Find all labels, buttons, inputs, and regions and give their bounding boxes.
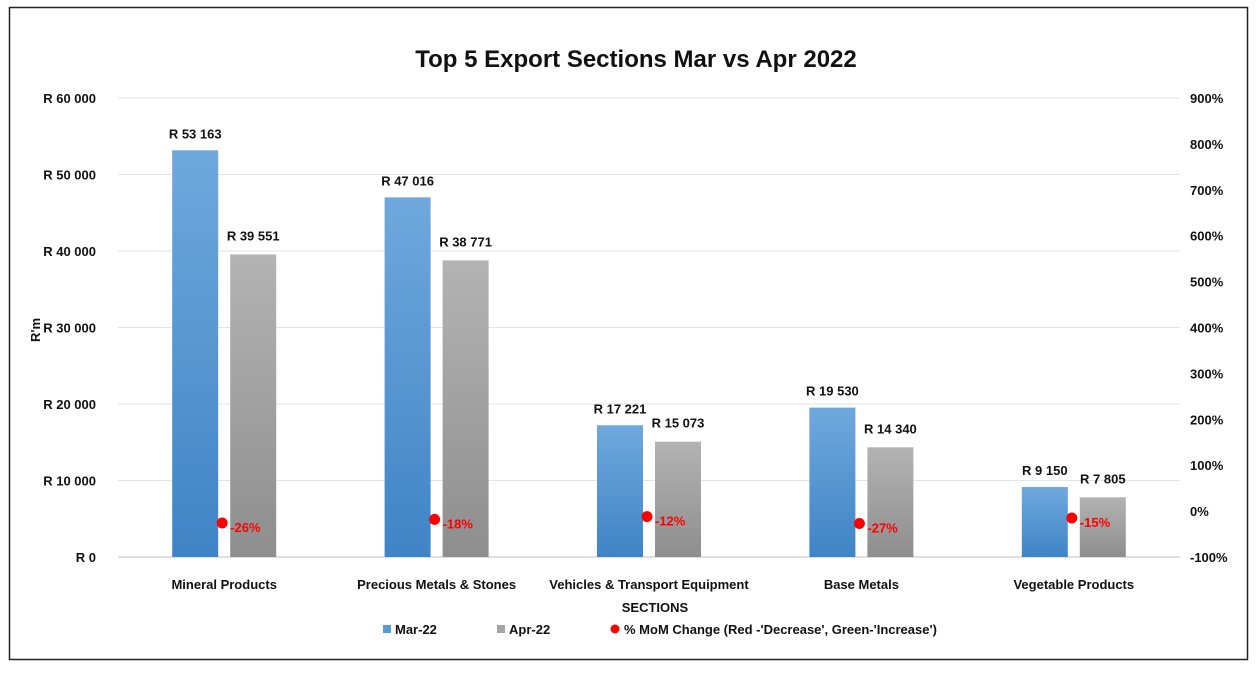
y-tick-label: R 30 000 [43, 321, 96, 336]
bar-mar-22 [172, 150, 219, 558]
chart-title: Top 5 Export Sections Mar vs Apr 2022 [415, 46, 856, 73]
mom-change-point [1066, 512, 1078, 524]
category-labels: Mineral Products Precious Metals & Stones… [171, 577, 1134, 592]
bar-mar-22 [597, 425, 643, 557]
y2-tick-label: 200% [1190, 412, 1224, 427]
y2-tick-label: 0% [1190, 504, 1209, 519]
bar-mar-22 [384, 197, 431, 557]
mom-change-label: -18% [443, 516, 474, 531]
data-label-mar-22: R 53 163 [169, 126, 222, 141]
bar-apr-22 [230, 254, 277, 557]
y2-tick-label: 500% [1190, 275, 1224, 290]
category-label: Base Metals [824, 577, 899, 592]
category-label: Precious Metals & Stones [357, 577, 516, 592]
data-label-apr-22: R 39 551 [227, 228, 280, 243]
mom-points: -26% -18% -12% -27% -15% [216, 511, 1111, 535]
y-axis-primary: R 0 R 10 000 R 20 000 R 30 000 R 40 000 R 50 … [43, 91, 96, 565]
bars [172, 150, 1126, 558]
legend-label-mom-change: % MoM Change (Red -'Decrease', Green-'In… [624, 622, 937, 637]
category-label: Mineral Products [171, 577, 276, 592]
mom-change-point [641, 511, 653, 523]
category-label: Vegetable Products [1013, 577, 1134, 592]
gridlines [118, 97, 1180, 558]
data-label-mar-22: R 9 150 [1022, 463, 1068, 478]
mom-change-point [429, 513, 441, 525]
mom-change-point [216, 517, 228, 529]
mom-change-label: -27% [867, 520, 898, 535]
data-label-apr-22: R 7 805 [1080, 471, 1126, 486]
y-tick-label: R 50 000 [43, 168, 96, 183]
y2-tick-label: 400% [1190, 321, 1224, 336]
mom-change-label: -26% [230, 520, 261, 535]
data-label-apr-22: R 14 340 [864, 421, 917, 436]
y-axis-secondary: -100% 0% 100% 200% 300% 400% 500% 600% 700% 800% 9… [1190, 91, 1228, 565]
data-label-apr-22: R 15 073 [652, 416, 705, 431]
bar-apr-22 [867, 447, 914, 557]
legend-label-mar-22: Mar-22 [395, 622, 437, 637]
x-axis-title: SECTIONS [622, 600, 689, 615]
data-label-apr-22: R 38 771 [439, 234, 492, 249]
mom-change-label: -15% [1080, 515, 1111, 530]
legend-label-apr-22: Apr-22 [509, 622, 550, 637]
y2-tick-label: 100% [1190, 458, 1224, 473]
data-labels: R 53 163 R 39 551 R 47 016 R 38 771 R 17 221… [169, 126, 1126, 486]
mom-change-point [853, 517, 865, 529]
bar-apr-22 [442, 260, 489, 557]
mom-change-label: -12% [655, 514, 686, 529]
y2-tick-label: 900% [1190, 91, 1224, 106]
y-axis-title: R'm [28, 318, 43, 342]
y2-tick-label: 800% [1190, 137, 1224, 152]
y2-tick-label: -100% [1190, 550, 1228, 565]
data-label-mar-22: R 19 530 [806, 384, 859, 399]
legend-swatch-apr-22 [497, 625, 505, 633]
data-label-mar-22: R 47 016 [381, 173, 434, 188]
bar-apr-22 [1079, 497, 1126, 557]
y2-tick-label: 700% [1190, 183, 1224, 198]
y2-tick-label: 600% [1190, 229, 1224, 244]
legend-marker-mom-change [610, 624, 620, 634]
bar-mar-22 [809, 407, 856, 557]
y-tick-label: R 0 [76, 550, 96, 565]
category-label: Vehicles & Transport Equipment [549, 577, 749, 592]
data-label-mar-22: R 17 221 [594, 401, 647, 416]
y-tick-label: R 40 000 [43, 244, 96, 259]
bar-apr-22 [655, 441, 701, 557]
legend-swatch-mar-22 [383, 625, 391, 633]
y-tick-label: R 60 000 [43, 91, 96, 106]
legend: Mar-22 Apr-22 % MoM Change (Red -'Decrease… [383, 622, 937, 637]
bar-mar-22 [1021, 487, 1068, 557]
y2-tick-label: 300% [1190, 366, 1224, 381]
y-tick-label: R 10 000 [43, 474, 96, 489]
y-tick-label: R 20 000 [43, 397, 96, 412]
